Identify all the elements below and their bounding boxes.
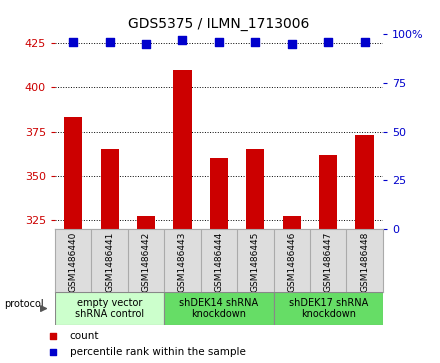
Text: shDEK14 shRNA
knockdown: shDEK14 shRNA knockdown bbox=[180, 298, 258, 319]
Point bbox=[143, 41, 150, 47]
Text: empty vector
shRNA control: empty vector shRNA control bbox=[75, 298, 144, 319]
Text: GSM1486445: GSM1486445 bbox=[251, 232, 260, 292]
Point bbox=[106, 39, 113, 45]
Text: GSM1486440: GSM1486440 bbox=[69, 232, 78, 292]
Point bbox=[216, 39, 223, 45]
Bar bbox=[210, 158, 228, 229]
Bar bbox=[246, 149, 264, 229]
Text: GSM1486443: GSM1486443 bbox=[178, 232, 187, 292]
Bar bbox=[319, 155, 337, 229]
Text: GSM1486448: GSM1486448 bbox=[360, 232, 369, 292]
Text: GSM1486442: GSM1486442 bbox=[142, 232, 150, 292]
Text: GSM1486447: GSM1486447 bbox=[324, 232, 333, 292]
Point bbox=[179, 37, 186, 43]
Text: GSM1486446: GSM1486446 bbox=[287, 232, 296, 292]
Text: shDEK17 shRNA
knockdown: shDEK17 shRNA knockdown bbox=[289, 298, 368, 319]
Text: GSM1486441: GSM1486441 bbox=[105, 232, 114, 292]
Point bbox=[288, 41, 295, 47]
Bar bbox=[164, 292, 274, 325]
Point bbox=[49, 349, 56, 355]
Bar bbox=[282, 216, 301, 229]
Title: GDS5375 / ILMN_1713006: GDS5375 / ILMN_1713006 bbox=[128, 17, 310, 31]
Text: percentile rank within the sample: percentile rank within the sample bbox=[70, 347, 246, 357]
Point bbox=[70, 39, 77, 45]
Point bbox=[325, 39, 332, 45]
Bar bbox=[100, 149, 119, 229]
Bar bbox=[137, 216, 155, 229]
Text: GSM1486444: GSM1486444 bbox=[214, 232, 224, 292]
Bar bbox=[173, 70, 191, 229]
Bar bbox=[356, 135, 374, 229]
Point bbox=[252, 39, 259, 45]
Text: count: count bbox=[70, 331, 99, 341]
Point bbox=[361, 39, 368, 45]
Text: protocol: protocol bbox=[4, 299, 44, 309]
Bar bbox=[55, 292, 164, 325]
Bar bbox=[64, 118, 82, 229]
Bar bbox=[274, 292, 383, 325]
Point bbox=[49, 333, 56, 339]
